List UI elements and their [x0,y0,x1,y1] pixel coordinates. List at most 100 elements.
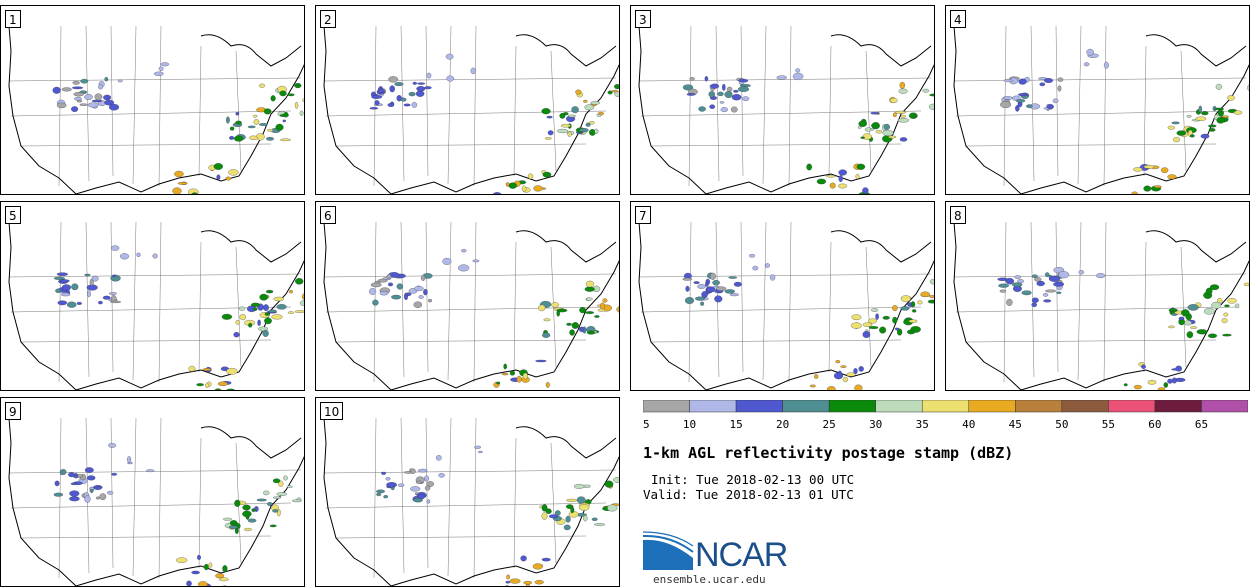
state-border [1055,221,1059,373]
reflectivity-echo [233,135,244,142]
reflectivity-echo [547,130,554,136]
reflectivity-echo [501,372,509,376]
reflectivity-echo [1096,273,1106,279]
colorbar-segment [875,400,923,413]
reflectivity-map [323,221,620,390]
colorbar-tick-label: 10 [683,418,696,430]
reflectivity-echo [1161,167,1169,174]
reflectivity-echo [1003,78,1013,83]
state-border [650,143,902,147]
reflectivity-echo [403,103,411,107]
reflectivity-echo [228,169,239,176]
reflectivity-echo [998,283,1009,288]
state-border [965,339,1217,343]
reflectivity-echo [1167,125,1175,130]
reflectivity-echo [112,274,116,277]
reflectivity-echo [202,368,212,371]
reflectivity-echo [54,480,60,487]
reflectivity-echo [516,375,522,383]
reflectivity-echo [912,309,917,313]
state-border [8,469,302,474]
reflectivity-map [323,417,619,586]
reflectivity-echo [117,79,123,83]
reflectivity-echo [266,136,274,141]
reflectivity-echo [838,169,847,176]
reflectivity-echo [269,524,277,528]
reflectivity-echo [868,326,879,330]
reflectivity-echo [548,514,559,519]
member-number: 8 [950,206,966,224]
reflectivity-echo [769,274,776,281]
coastline [830,230,932,263]
state-border [788,25,792,187]
reflectivity-echo [897,118,910,123]
reflectivity-echo [862,331,871,338]
reflectivity-echo [1221,318,1228,324]
reflectivity-echo [247,518,257,523]
reflectivity-echo [267,128,274,132]
ensemble-member-panel: 7 [630,201,935,391]
reflectivity-echo [1211,301,1222,309]
reflectivity-echo [724,91,733,98]
reflectivity-echo [854,384,863,390]
reflectivity-echo [858,366,864,372]
coastline [515,426,617,459]
reflectivity-echo [109,292,117,295]
coastline [1145,230,1247,263]
reflectivity-echo [1057,77,1064,82]
reflectivity-echo [705,282,709,287]
reflectivity-echo [1154,193,1156,194]
reflectivity-echo [586,330,596,335]
reflectivity-echo [1168,325,1175,329]
reflectivity-echo [270,95,276,102]
reflectivity-echo [492,192,502,194]
reflectivity-map [323,25,619,194]
reflectivity-echo [370,282,382,288]
reflectivity-echo [301,293,304,300]
reflectivity-echo [248,322,253,328]
reflectivity-map [8,221,304,390]
reflectivity-echo [228,525,238,530]
state-border [198,241,202,373]
reflectivity-echo [882,315,890,320]
coastline [323,417,619,586]
reflectivity-echo [1224,304,1230,308]
reflectivity-echo [829,182,836,189]
reflectivity-echo [1186,114,1192,118]
reflectivity-echo [792,72,804,81]
reflectivity-echo [53,276,66,280]
reflectivity-echo [521,185,527,192]
reflectivity-echo [899,137,908,142]
reflectivity-echo [420,274,426,281]
reflectivity-echo [583,99,588,103]
reflectivity-echo [1233,110,1243,115]
reflectivity-echo [619,297,620,303]
reflectivity-echo [76,301,82,305]
valid-time: Valid: Tue 2018-02-13 01 UTC [643,487,854,502]
reflectivity-echo [259,293,268,301]
state-border [335,339,587,343]
reflectivity-echo [764,263,770,268]
reflectivity-echo [1201,111,1209,116]
reflectivity-echo [685,285,690,292]
reflectivity-echo [575,89,582,95]
ensemble-member-panel: 9 [0,397,305,587]
reflectivity-echo [1235,303,1240,309]
reflectivity-echo [472,259,480,263]
state-border [198,437,202,569]
reflectivity-echo [1015,99,1026,103]
reflectivity-echo [1058,271,1070,279]
reflectivity-echo [426,72,432,79]
reflectivity-echo [920,291,930,298]
reflectivity-echo [607,90,613,95]
state-border [1103,221,1107,383]
reflectivity-echo [415,90,425,97]
reflectivity-echo [108,103,120,111]
state-border [762,221,767,381]
reflectivity-echo [1015,105,1020,112]
reflectivity-echo [264,312,270,316]
ensemble-member-panel: 2 [315,5,620,195]
state-border [132,25,137,185]
reflectivity-echo [862,187,869,194]
reflectivity-echo [693,281,700,284]
